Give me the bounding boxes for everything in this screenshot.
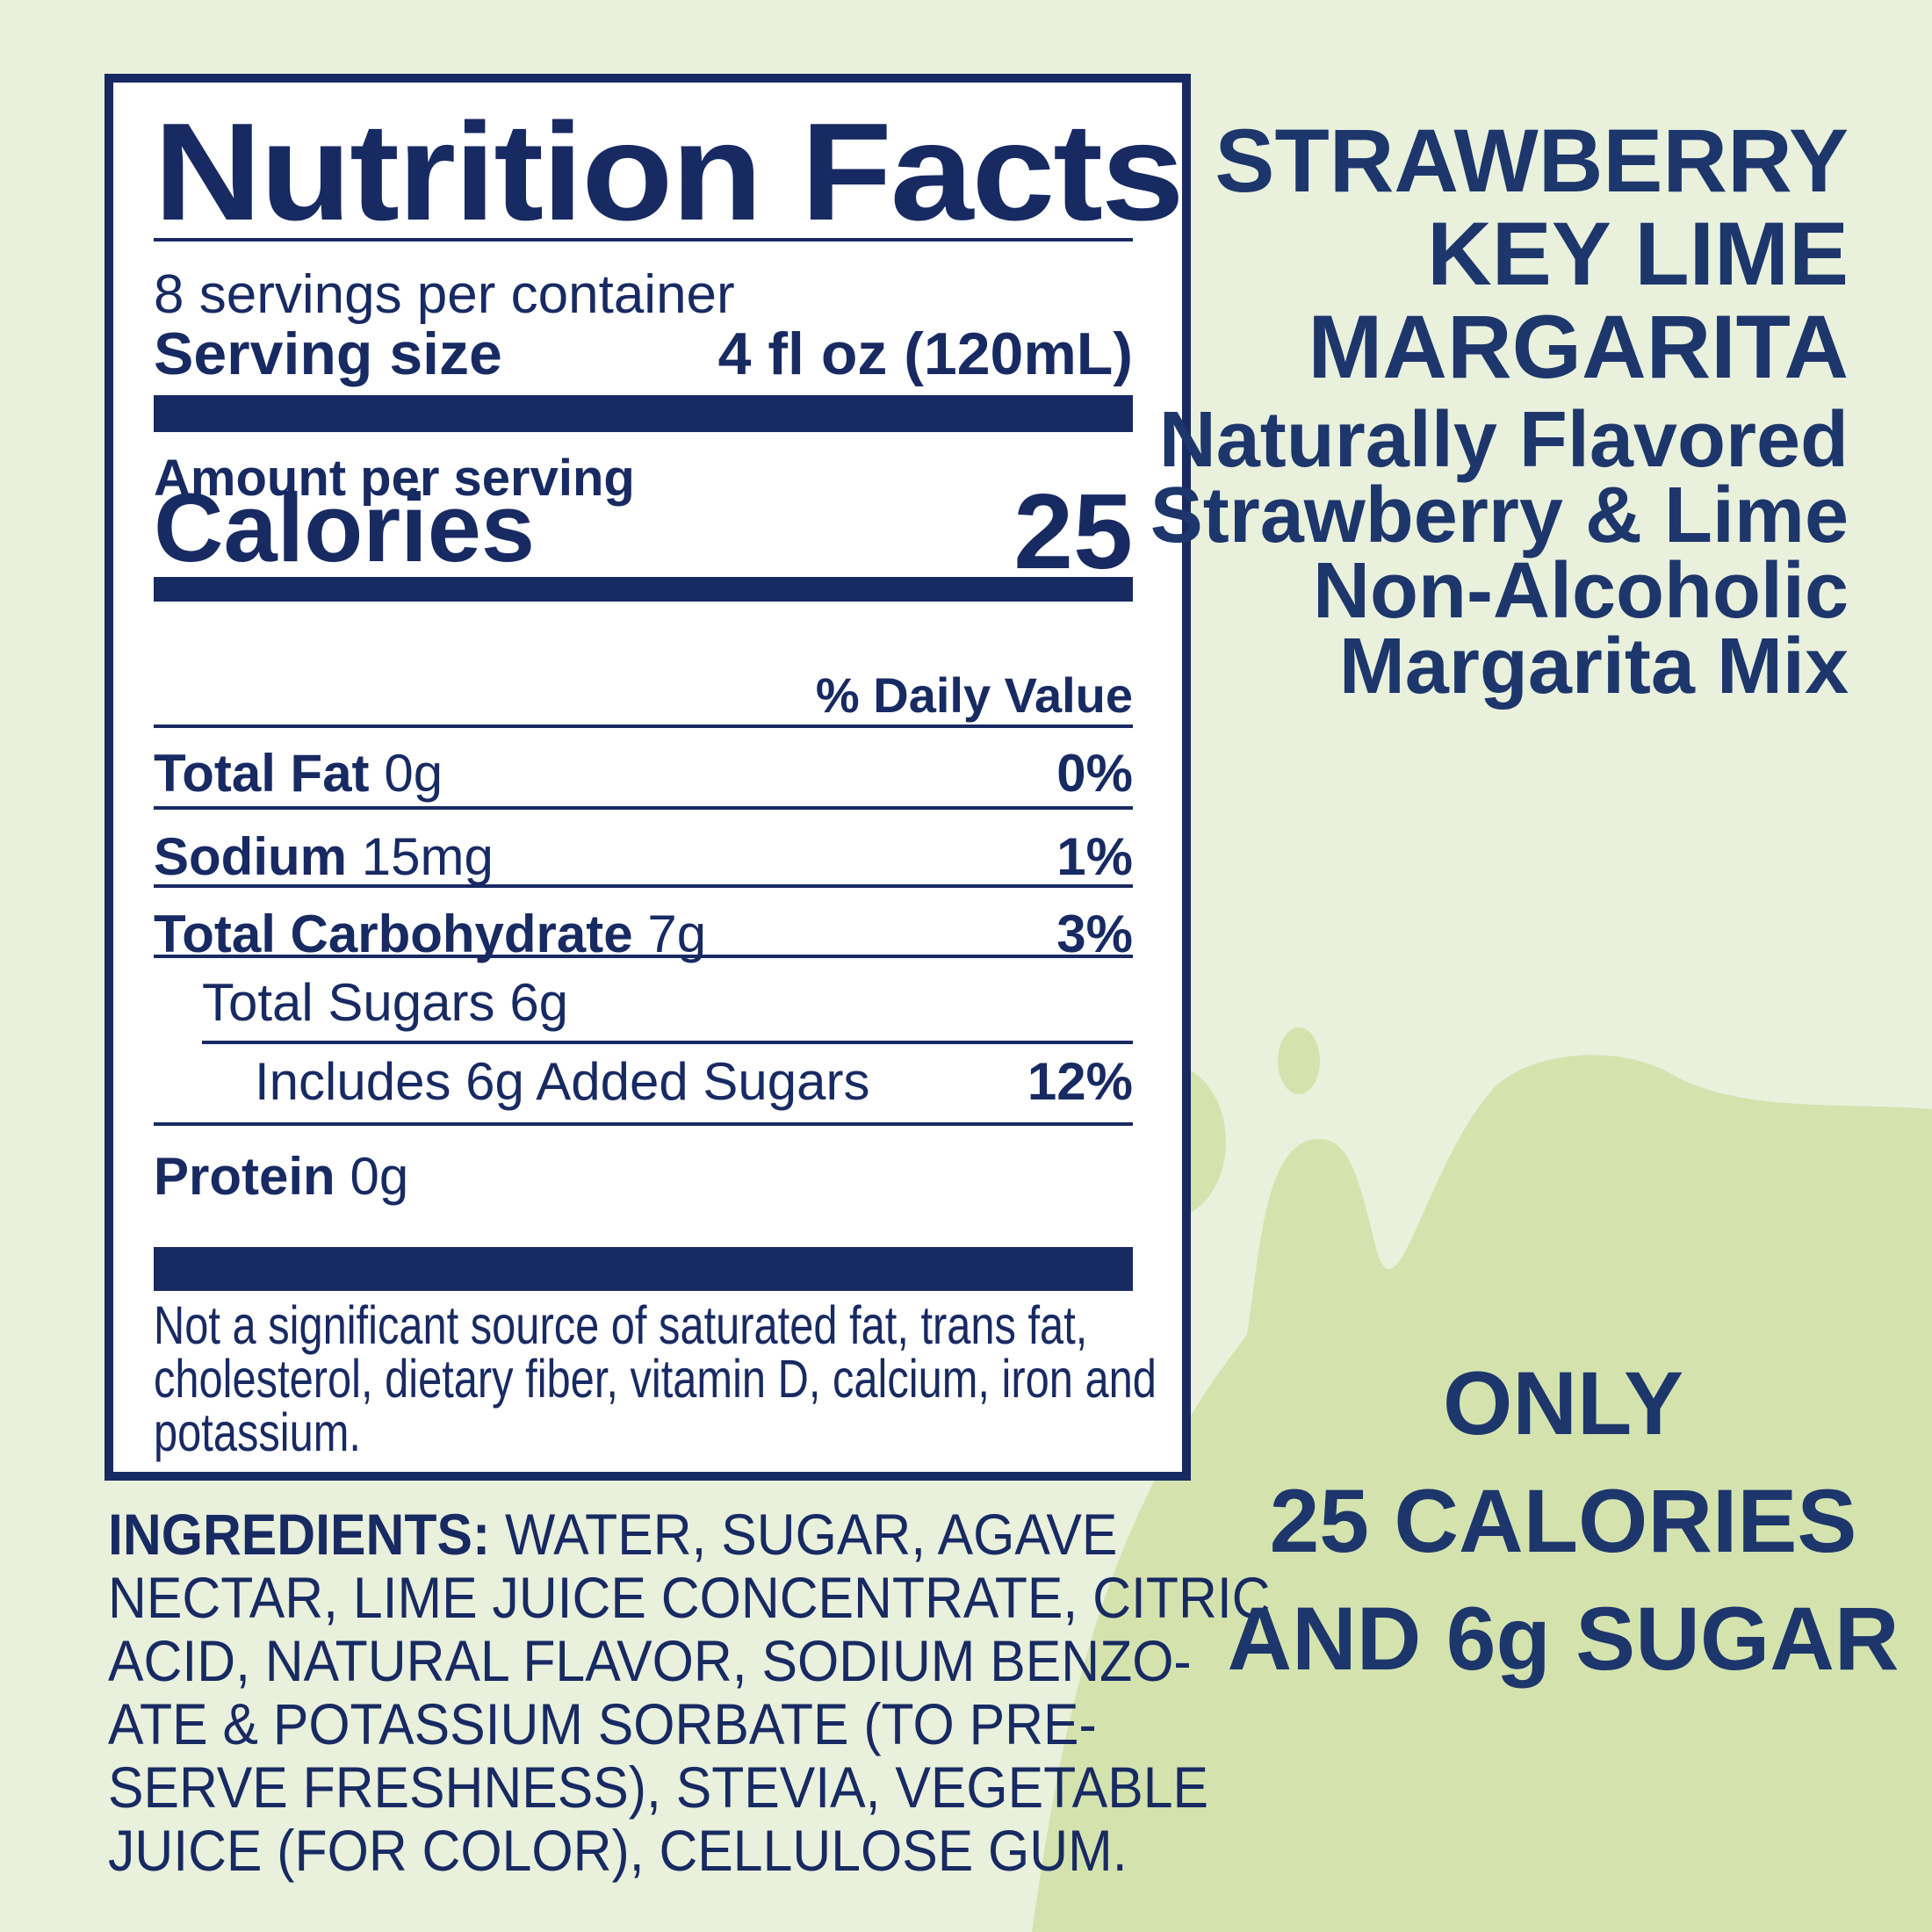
ingredients-line: INGREDIENTS: WATER, SUGAR, AGAVE bbox=[108, 1502, 1118, 1567]
nutrient-dv-added-sugars: 12% bbox=[1027, 1052, 1133, 1111]
thick-bar bbox=[154, 1247, 1133, 1291]
nutrient-row-total-sugars: Total Sugars 6g bbox=[202, 973, 569, 1032]
ingredients-line: JUICE (FOR COLOR), CELLULOSE GUM. bbox=[108, 1818, 1128, 1883]
product-description-line: Strawberry & Lime bbox=[1150, 472, 1849, 559]
divider bbox=[154, 238, 1133, 242]
nutrition-facts-title: Nutrition Facts bbox=[154, 95, 1185, 249]
dot-blob bbox=[1278, 1027, 1320, 1094]
calorie-claim-line: AND 6g SUGAR bbox=[1227, 1589, 1900, 1689]
calories-value: 25 bbox=[1013, 472, 1133, 591]
divider bbox=[154, 884, 1133, 888]
nutrient-row-protein: Protein 0g bbox=[154, 1147, 409, 1206]
amount-per-serving-label: Amount per serving bbox=[154, 450, 635, 507]
divider-indented bbox=[202, 1041, 1133, 1044]
divider bbox=[154, 955, 1133, 958]
nutrient-dv-total-carbohydrate: 3% bbox=[1056, 905, 1133, 963]
ingredients-paragraph: INGREDIENTS: WATER, SUGAR, AGAVE NECTAR,… bbox=[108, 1503, 1271, 1882]
nutrient-dv-total-fat: 0% bbox=[1056, 744, 1133, 803]
ingredients-line: NECTAR, LIME JUICE CONCENTRATE, CITRIC bbox=[108, 1565, 1271, 1630]
daily-value-header: % Daily Value bbox=[815, 667, 1133, 723]
nutrient-row-total-carbohydrate: Total Carbohydrate 7g bbox=[154, 905, 707, 963]
product-name-line: STRAWBERRY bbox=[1215, 111, 1849, 211]
footnote: Not a significant source of saturated fa… bbox=[154, 1295, 1157, 1462]
thick-bar bbox=[154, 577, 1133, 602]
ingredients-line: ATE & POTASSIUM SORBATE (TO PRE- bbox=[108, 1691, 1097, 1756]
product-description: Naturally Flavored Strawberry & Lime Non… bbox=[1150, 396, 1849, 710]
nutrient-row-added-sugars: Includes 6g Added Sugars bbox=[255, 1052, 870, 1111]
product-description-line: Non-Alcoholic bbox=[1313, 547, 1849, 635]
product-name-line: MARGARITA bbox=[1308, 297, 1849, 397]
nutrient-row-total-fat: Total Fat 0g bbox=[154, 744, 443, 803]
divider bbox=[154, 1122, 1133, 1126]
serving-size-label: Serving size bbox=[154, 321, 502, 387]
calorie-claim-line: 25 CALORIES bbox=[1269, 1471, 1857, 1571]
serving-size-value: 4 fl oz (120mL) bbox=[717, 321, 1133, 387]
servings-per-container: 8 servings per container bbox=[154, 264, 735, 325]
nutrient-dv-sodium: 1% bbox=[1056, 827, 1133, 886]
divider bbox=[154, 806, 1133, 810]
product-description-line: Margarita Mix bbox=[1338, 623, 1849, 710]
product-name: STRAWBERRY KEY LIME MARGARITA bbox=[1215, 114, 1849, 393]
product-description-line: Naturally Flavored bbox=[1158, 396, 1849, 484]
divider bbox=[154, 724, 1133, 728]
nutrient-row-sodium: Sodium 15mg bbox=[154, 827, 494, 886]
ingredients-line: SERVE FRESHNESS), STEVIA, VEGETABLE bbox=[108, 1755, 1209, 1820]
product-name-line: KEY LIME bbox=[1427, 204, 1849, 304]
ingredients-line: ACID, NATURAL FLAVOR, SODIUM BENZO- bbox=[108, 1628, 1192, 1693]
nutrition-facts-panel: Nutrition Facts 8 servings per container… bbox=[105, 74, 1191, 1481]
calorie-claim-line: ONLY bbox=[1443, 1353, 1683, 1453]
thick-bar bbox=[154, 395, 1133, 432]
calorie-claim: ONLY 25 CALORIES AND 6g SUGAR bbox=[1212, 1344, 1914, 1698]
ingredients-label: INGREDIENTS: bbox=[108, 1502, 491, 1567]
calories-label: Calories bbox=[154, 474, 536, 582]
